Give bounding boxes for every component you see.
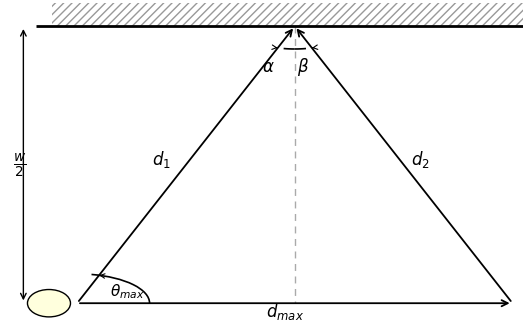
Bar [52,3,528,26]
Circle shape [27,290,70,317]
Text: $\theta_{max}$: $\theta_{max}$ [110,283,145,301]
Text: $\beta$: $\beta$ [297,56,309,78]
Text: $\alpha$: $\alpha$ [262,58,275,76]
Text: $\frac{w}{2}$: $\frac{w}{2}$ [13,152,26,180]
Text: $d_1$: $d_1$ [152,149,171,170]
Text: $d_{max}$: $d_{max}$ [266,301,304,322]
Text: $d_2$: $d_2$ [411,149,430,170]
